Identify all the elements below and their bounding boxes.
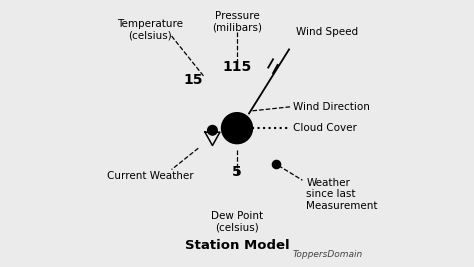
- Text: Current Weather: Current Weather: [107, 171, 193, 181]
- Text: Wind Direction: Wind Direction: [293, 102, 370, 112]
- Text: Cloud Cover: Cloud Cover: [293, 123, 357, 133]
- Circle shape: [221, 113, 253, 144]
- Text: Station Model: Station Model: [185, 239, 289, 252]
- Circle shape: [208, 125, 217, 135]
- Text: 15: 15: [183, 73, 203, 87]
- Text: Dew Point
(celsius): Dew Point (celsius): [211, 211, 263, 233]
- Text: 115: 115: [222, 60, 252, 74]
- Text: Wind Speed: Wind Speed: [296, 27, 358, 37]
- Point: [272, 162, 280, 166]
- Text: ToppersDomain: ToppersDomain: [292, 250, 363, 259]
- Text: 5: 5: [232, 165, 242, 179]
- Text: Weather
since last
Measurement: Weather since last Measurement: [306, 178, 378, 211]
- Text: Pressure
(milibars): Pressure (milibars): [212, 11, 262, 32]
- Text: Temperature
(celsius): Temperature (celsius): [117, 19, 183, 40]
